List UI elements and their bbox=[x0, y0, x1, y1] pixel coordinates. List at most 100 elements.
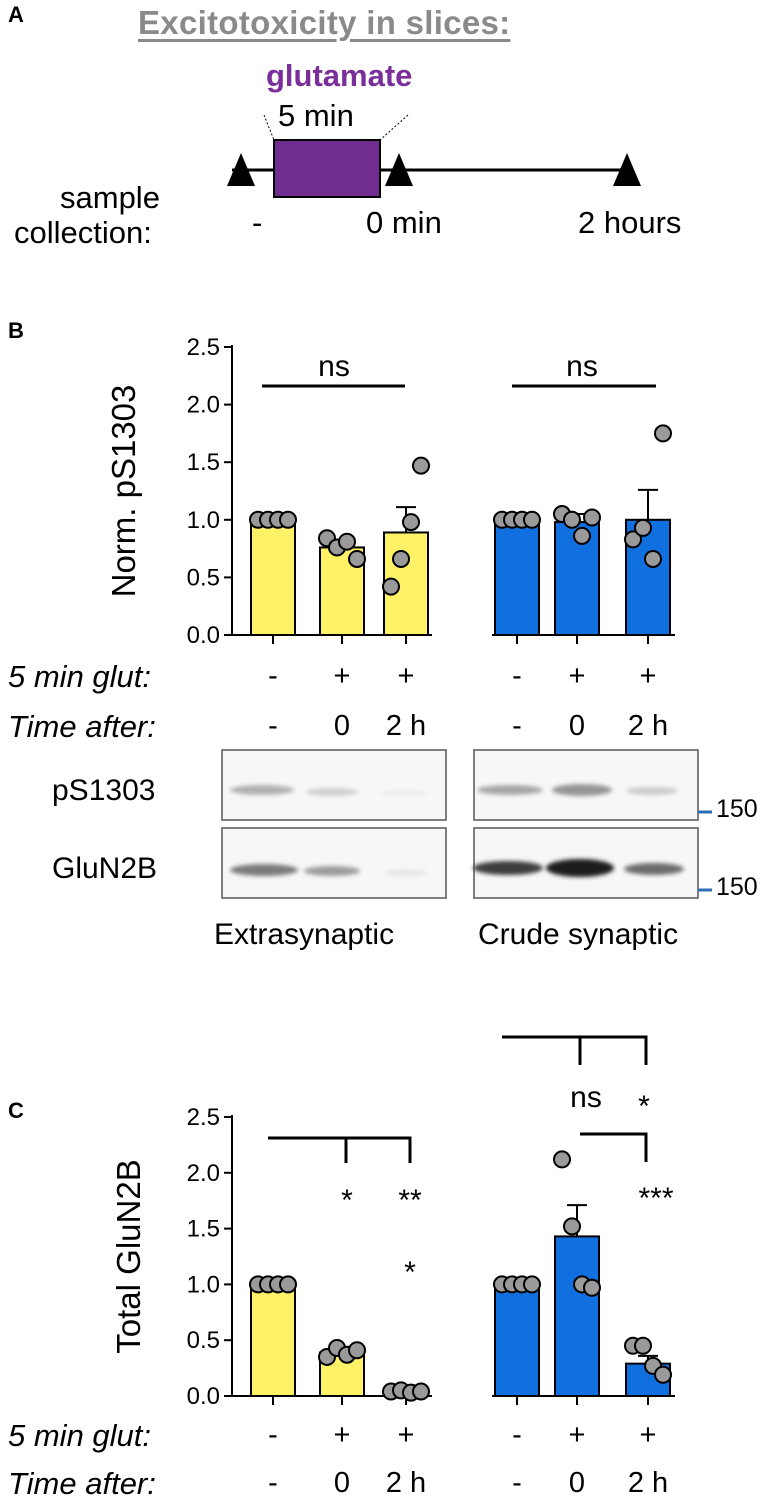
timeline-diagram bbox=[227, 114, 641, 198]
mw-marker-1: 150 bbox=[716, 795, 758, 823]
data-point bbox=[563, 1217, 581, 1236]
timepoint-0min: 0 min bbox=[366, 205, 442, 240]
c-time-cell: - bbox=[512, 1467, 522, 1499]
western-blot bbox=[221, 749, 712, 899]
band bbox=[473, 861, 543, 875]
b-time-cell: 2 h bbox=[385, 710, 427, 742]
y-tick-label: 0.5 bbox=[187, 564, 220, 591]
collection-label: collection: bbox=[14, 215, 152, 250]
y-tick-label: 0.0 bbox=[187, 622, 220, 649]
band bbox=[230, 864, 298, 876]
b-glut-cell: + bbox=[333, 660, 351, 692]
significance-label: *** bbox=[638, 1182, 673, 1215]
y-tick-label: 2.5 bbox=[187, 334, 220, 361]
bar bbox=[494, 518, 540, 636]
glutamate-box bbox=[273, 139, 381, 198]
data-point bbox=[573, 526, 591, 545]
data-point bbox=[348, 1341, 366, 1360]
significance-label: * bbox=[404, 1256, 416, 1289]
data-point bbox=[523, 1275, 541, 1294]
bar bbox=[494, 1283, 540, 1398]
panel-b-label: B bbox=[8, 318, 24, 343]
significance-label: ns bbox=[566, 350, 598, 383]
significance-label: * bbox=[341, 1184, 353, 1217]
data-point bbox=[563, 510, 581, 529]
significance-label: ns bbox=[570, 1081, 602, 1114]
significance-label: * bbox=[638, 1090, 650, 1123]
band bbox=[626, 787, 678, 795]
y-tick-label: 0.0 bbox=[187, 1383, 220, 1410]
data-point bbox=[523, 510, 541, 529]
significance-bracket bbox=[502, 1035, 648, 1065]
data-point bbox=[382, 577, 400, 596]
b-time-cell: 0 bbox=[568, 710, 586, 742]
y-axis-label: Norm. pS1303 bbox=[105, 385, 142, 598]
b-time-cell: - bbox=[268, 710, 278, 742]
y-axis-label: Total GluN2B bbox=[110, 1159, 147, 1353]
b-glut-cell: + bbox=[568, 660, 586, 692]
band bbox=[304, 866, 360, 876]
band bbox=[477, 785, 543, 795]
band bbox=[552, 784, 612, 796]
band bbox=[546, 859, 614, 877]
band bbox=[380, 790, 428, 796]
data-point bbox=[634, 1336, 652, 1355]
data-point bbox=[654, 1365, 672, 1384]
c-glut-cell: - bbox=[512, 1419, 522, 1451]
y-tick-label: 1.5 bbox=[187, 449, 220, 476]
bar bbox=[250, 1283, 296, 1398]
triangle-marker-2h bbox=[613, 153, 641, 186]
c-glut-cell: - bbox=[268, 1419, 278, 1451]
triangle-marker-start bbox=[227, 153, 255, 186]
data-point bbox=[624, 530, 642, 549]
bar bbox=[250, 518, 296, 636]
data-point bbox=[412, 1382, 430, 1401]
c-time-cell: 0 bbox=[333, 1467, 351, 1499]
c-glut-cell: + bbox=[333, 1419, 351, 1451]
data-point bbox=[279, 510, 297, 529]
b-glut-cell: - bbox=[512, 660, 522, 692]
b-glut-cell: - bbox=[268, 660, 278, 692]
bar bbox=[554, 1235, 600, 1397]
timepoint-start: - bbox=[252, 205, 263, 240]
panel-c-label: C bbox=[8, 1098, 24, 1123]
sample-label: sample bbox=[60, 180, 160, 215]
band bbox=[230, 785, 294, 795]
data-point bbox=[279, 1275, 297, 1294]
c-time-cell: 2 h bbox=[385, 1467, 427, 1499]
c-glut-cell: + bbox=[639, 1419, 657, 1451]
mw-marker-2: 150 bbox=[716, 873, 758, 901]
blot-group-extrasynaptic: Extrasynaptic bbox=[214, 918, 395, 951]
timepoint-2h: 2 hours bbox=[578, 205, 682, 240]
b-glut-cell: + bbox=[397, 660, 415, 692]
glutamate-label: glutamate bbox=[266, 58, 413, 93]
c-glut-cell: + bbox=[568, 1419, 586, 1451]
blot-GluN2B-extrasynaptic bbox=[221, 827, 447, 899]
data-point bbox=[348, 549, 366, 568]
timeline-dash-left bbox=[263, 114, 275, 141]
y-tick-label: 2.5 bbox=[187, 1104, 220, 1131]
c-time-cell: 0 bbox=[568, 1467, 586, 1499]
y-tick-label: 1.0 bbox=[187, 507, 220, 534]
blot-pS1303-extrasynaptic bbox=[221, 749, 447, 821]
triangle-marker-0min bbox=[385, 153, 413, 186]
b-time-cell: 2 h bbox=[627, 710, 669, 742]
y-tick-label: 2.0 bbox=[187, 1160, 220, 1187]
panel-a-label: A bbox=[8, 2, 24, 27]
y-tick-label: 1.0 bbox=[187, 1271, 220, 1298]
blot-row-GluN2B: GluN2B bbox=[52, 852, 158, 885]
significance-bracket bbox=[268, 1136, 412, 1163]
significance-bracket bbox=[580, 1132, 648, 1162]
time-row-label-c: Time after: bbox=[8, 1466, 156, 1501]
data-point bbox=[654, 424, 672, 443]
data-point bbox=[553, 1150, 571, 1169]
significance-label: ns bbox=[318, 350, 350, 383]
b-time-cell: - bbox=[512, 710, 522, 742]
chart-pS1303: 0.0 0.5 1.0 1.5 2.0 2.5 Norm. pS1303 ns ns bbox=[0, 0, 774, 680]
time-row-label-b: Time after: bbox=[8, 709, 156, 744]
band bbox=[306, 788, 358, 796]
data-point bbox=[412, 456, 430, 475]
significance-label: ** bbox=[398, 1184, 422, 1217]
blot-row-pS1303: pS1303 bbox=[52, 774, 156, 807]
data-point bbox=[402, 513, 420, 532]
